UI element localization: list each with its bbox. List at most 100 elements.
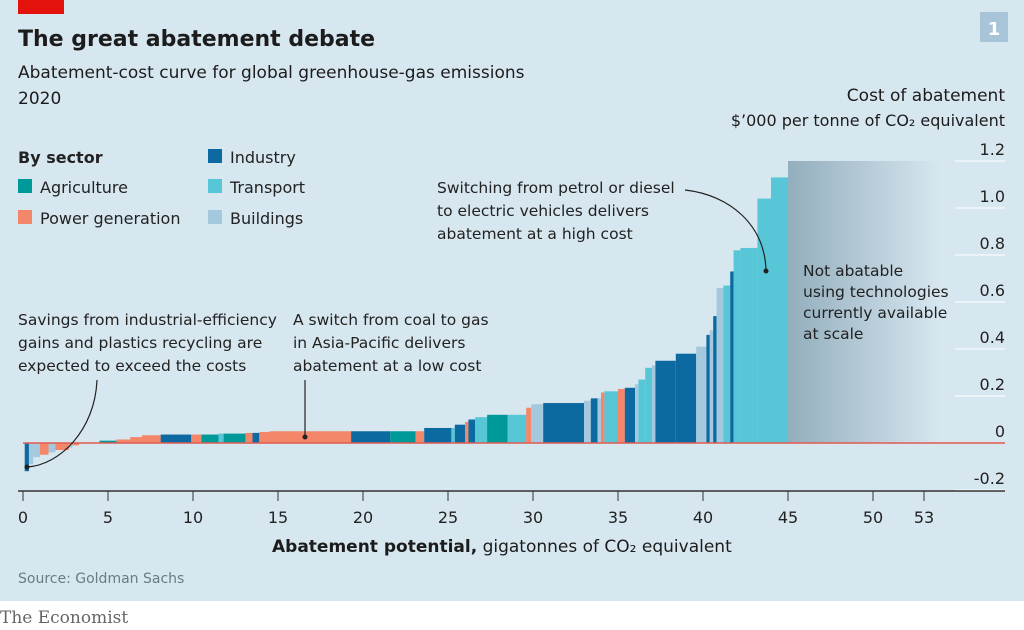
- annotation-text: A switch from coal to gas: [293, 311, 489, 329]
- x-tick-label: 10: [183, 508, 203, 527]
- bar-industry: [543, 403, 584, 443]
- bar-industry: [713, 316, 717, 443]
- x-tick-label: 0: [18, 508, 28, 527]
- bar-buildings: [709, 330, 714, 443]
- bar-power-generation: [415, 431, 425, 443]
- x-tick-label: 40: [693, 508, 713, 527]
- bar-buildings: [652, 365, 656, 443]
- bar-power-generation: [245, 432, 253, 443]
- brand-red-tag: [18, 0, 64, 14]
- chart-subtitle: Abatement-cost curve for global greenhou…: [18, 63, 525, 83]
- legend-swatch: [208, 149, 222, 163]
- y-tick-label: 0.6: [980, 281, 1005, 300]
- bar-transport: [507, 414, 527, 443]
- bar-agriculture: [223, 433, 246, 443]
- bar-power-generation: [40, 443, 49, 455]
- bar-industry: [24, 443, 29, 472]
- bar-transport: [218, 433, 224, 443]
- y-axis-title: Cost of abatement: [847, 86, 1006, 106]
- bar-buildings: [696, 346, 707, 443]
- x-tick-label: 5: [103, 508, 113, 527]
- annotation-dot: [763, 268, 769, 274]
- y-tick-label: 0.4: [980, 328, 1005, 347]
- bar-industry: [655, 360, 676, 443]
- source-note: Source: Goldman Sachs: [18, 571, 184, 587]
- x-tick-label: 15: [268, 508, 288, 527]
- legend-label: Industry: [230, 148, 296, 167]
- annotation-text: Switching from petrol or diesel: [437, 179, 675, 197]
- x-tick-label: 30: [523, 508, 543, 527]
- bar-transport: [740, 247, 758, 443]
- bar-transport: [638, 379, 646, 443]
- bar-buildings: [33, 443, 40, 458]
- legend-label: Transport: [229, 178, 305, 197]
- y-tick-label: 0.8: [980, 234, 1005, 253]
- legend-label: Power generation: [40, 209, 180, 228]
- bar-power-generation: [55, 443, 69, 451]
- bar-power-generation: [130, 437, 142, 443]
- bar-industry: [468, 419, 476, 443]
- chart-number: 1: [988, 19, 1001, 40]
- bar-transport: [757, 198, 771, 443]
- not-abatable-label: currently available: [803, 304, 947, 322]
- x-tick-label: 20: [353, 508, 373, 527]
- bar-power-generation: [142, 435, 161, 443]
- y-axis-unit: $’000 per tonne of CO₂ equivalent: [731, 111, 1005, 130]
- chart-title: The great abatement debate: [18, 27, 375, 52]
- bar-industry: [590, 398, 598, 443]
- bar-industry: [706, 334, 710, 443]
- bar-industry: [351, 431, 391, 443]
- bar-transport: [723, 285, 731, 443]
- legend-swatch: [208, 210, 222, 224]
- bar-buildings: [584, 400, 591, 443]
- legend-label: Buildings: [230, 209, 303, 228]
- bar-transport: [771, 177, 788, 443]
- x-axis-title: Abatement potential, gigatonnes of CO₂ e…: [272, 537, 732, 557]
- bar-power-generation: [601, 392, 605, 443]
- bar-buildings: [28, 443, 34, 465]
- bar-industry: [160, 434, 192, 443]
- not-abatable-label: using technologies: [803, 283, 949, 301]
- bar-agriculture: [487, 414, 508, 443]
- bar-industry: [424, 427, 452, 443]
- bar-industry: [730, 271, 734, 443]
- annotation-dot: [302, 434, 308, 440]
- x-tick-label: 53: [914, 508, 934, 527]
- legend-label: Agriculture: [40, 178, 128, 197]
- annotation-text: in Asia-Pacific delivers: [293, 334, 465, 352]
- bar-power-generation: [618, 388, 625, 443]
- not-abatable-label: at scale: [803, 325, 863, 343]
- bar-power-generation: [116, 439, 131, 443]
- bar-buildings: [635, 384, 639, 443]
- bar-industry: [252, 432, 260, 443]
- legend: By sector Agriculture Power generation Ind…: [18, 148, 305, 228]
- annotation-text: abatement at a high cost: [437, 225, 633, 243]
- bar-industry: [454, 424, 465, 443]
- bar-power-generation: [191, 434, 202, 443]
- bar-transport: [733, 250, 741, 443]
- x-tick-label: 35: [608, 508, 628, 527]
- legend-title: By sector: [18, 148, 103, 167]
- y-tick-label: 0: [995, 422, 1005, 441]
- y-tick-label: -0.2: [974, 469, 1005, 488]
- chart-number-badge: [980, 12, 1008, 42]
- annotation-text: abatement at a low cost: [293, 357, 481, 375]
- y-tick-label: 1.2: [980, 140, 1005, 159]
- bar-agriculture: [390, 431, 416, 443]
- annotation-dot: [24, 464, 30, 470]
- legend-swatch: [208, 179, 222, 193]
- bar-power-generation: [465, 421, 469, 443]
- annotation-text: expected to exceed the costs: [18, 357, 246, 375]
- x-tick-label: 50: [863, 508, 883, 527]
- not-abatable-region: [788, 161, 941, 443]
- bar-buildings: [48, 443, 56, 453]
- x-tick-label: 25: [438, 508, 458, 527]
- not-abatable-label: Not abatable: [803, 262, 903, 280]
- annotation-pointer: [684, 189, 767, 272]
- y-tick-label: 1.0: [980, 187, 1005, 206]
- bar-industry: [624, 387, 635, 443]
- x-tick-label: 45: [778, 508, 798, 527]
- bar-transport: [604, 391, 618, 443]
- bar-transport: [451, 427, 455, 443]
